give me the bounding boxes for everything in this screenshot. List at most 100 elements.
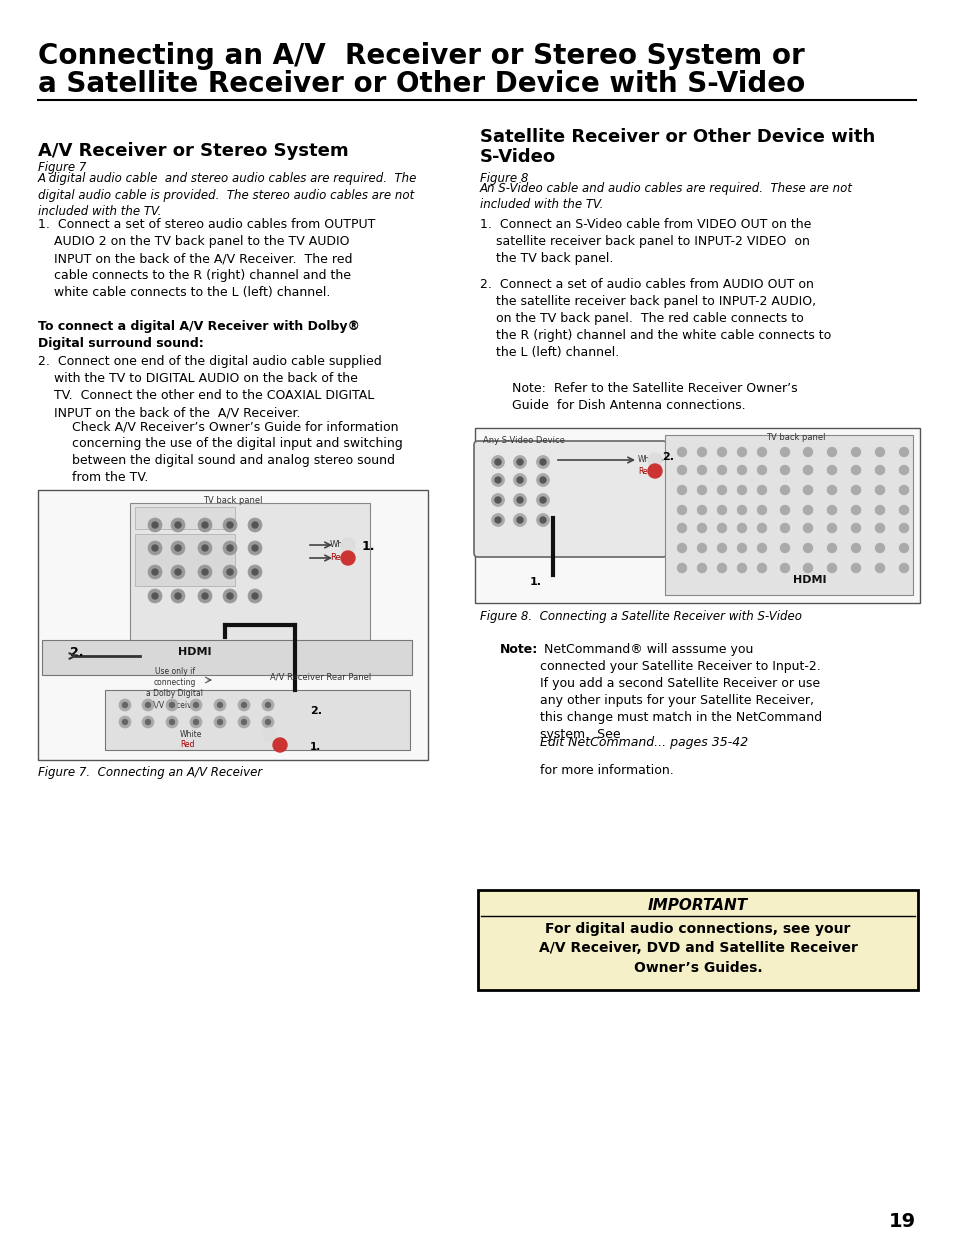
Circle shape xyxy=(874,505,884,515)
Circle shape xyxy=(850,485,861,495)
Circle shape xyxy=(780,505,789,515)
Circle shape xyxy=(202,569,208,576)
Circle shape xyxy=(826,563,836,573)
Circle shape xyxy=(697,485,706,495)
Circle shape xyxy=(213,716,226,727)
Circle shape xyxy=(677,485,686,495)
Text: 1.: 1. xyxy=(310,742,321,752)
Circle shape xyxy=(717,485,726,495)
Text: Note:  Refer to the Satellite Receiver Owner’s
   Guide  for Dish Antenna connec: Note: Refer to the Satellite Receiver Ow… xyxy=(499,382,797,412)
Circle shape xyxy=(237,716,250,727)
Text: A/V Receiver or Stereo System: A/V Receiver or Stereo System xyxy=(38,142,348,161)
Circle shape xyxy=(198,517,212,532)
Circle shape xyxy=(850,505,861,515)
Circle shape xyxy=(737,563,746,573)
Circle shape xyxy=(198,564,212,579)
Circle shape xyxy=(142,699,153,711)
Circle shape xyxy=(495,477,500,483)
Circle shape xyxy=(717,543,726,553)
Circle shape xyxy=(874,563,884,573)
Text: Use only if
connecting
a Dolby Digital
A/V Receiver: Use only if connecting a Dolby Digital A… xyxy=(147,667,203,709)
Circle shape xyxy=(171,517,185,532)
Circle shape xyxy=(780,522,789,534)
Text: 1.  Connect a set of stereo audio cables from OUTPUT
    AUDIO 2 on the TV back : 1. Connect a set of stereo audio cables … xyxy=(38,219,375,299)
Circle shape xyxy=(874,485,884,495)
Circle shape xyxy=(539,496,545,503)
Circle shape xyxy=(898,505,908,515)
Circle shape xyxy=(491,473,504,487)
Circle shape xyxy=(265,720,271,725)
Circle shape xyxy=(717,447,726,457)
Circle shape xyxy=(677,522,686,534)
Circle shape xyxy=(898,563,908,573)
Circle shape xyxy=(737,466,746,475)
Circle shape xyxy=(174,593,181,599)
Bar xyxy=(475,429,919,603)
Circle shape xyxy=(874,466,884,475)
Text: White: White xyxy=(638,454,659,464)
Circle shape xyxy=(152,569,158,576)
Text: Red: Red xyxy=(638,467,652,475)
Circle shape xyxy=(166,699,178,711)
Text: Figure 8: Figure 8 xyxy=(479,172,528,185)
Text: An S-Video cable and audio cables are required.  These are not
included with the: An S-Video cable and audio cables are re… xyxy=(479,182,852,211)
Text: A/V Receiver Rear Panel: A/V Receiver Rear Panel xyxy=(270,672,371,680)
Circle shape xyxy=(152,593,158,599)
Text: HDMI: HDMI xyxy=(792,576,826,585)
Text: Figure 8.  Connecting a Satellite Receiver with S-Video: Figure 8. Connecting a Satellite Receive… xyxy=(479,610,801,622)
Circle shape xyxy=(148,541,162,555)
Circle shape xyxy=(826,466,836,475)
Circle shape xyxy=(171,564,185,579)
FancyBboxPatch shape xyxy=(474,441,666,557)
Circle shape xyxy=(737,485,746,495)
Circle shape xyxy=(757,543,766,553)
Circle shape xyxy=(171,589,185,603)
Bar xyxy=(42,640,412,676)
Circle shape xyxy=(898,522,908,534)
Circle shape xyxy=(536,473,549,487)
Circle shape xyxy=(898,447,908,457)
Circle shape xyxy=(898,485,908,495)
Circle shape xyxy=(217,703,222,708)
Text: Edit NetCommand... pages 35-42: Edit NetCommand... pages 35-42 xyxy=(539,736,747,748)
Circle shape xyxy=(193,720,198,725)
Circle shape xyxy=(697,466,706,475)
Text: 1.: 1. xyxy=(361,540,375,553)
Circle shape xyxy=(122,720,128,725)
Circle shape xyxy=(737,543,746,553)
Circle shape xyxy=(677,505,686,515)
Circle shape xyxy=(237,699,250,711)
Circle shape xyxy=(495,459,500,466)
Text: Red: Red xyxy=(180,740,194,748)
Circle shape xyxy=(198,541,212,555)
Circle shape xyxy=(202,545,208,551)
Circle shape xyxy=(217,720,222,725)
Circle shape xyxy=(252,522,257,529)
Circle shape xyxy=(826,543,836,553)
Circle shape xyxy=(119,699,131,711)
Circle shape xyxy=(737,522,746,534)
Circle shape xyxy=(677,543,686,553)
Text: Figure 7: Figure 7 xyxy=(38,161,87,174)
Text: To connect a digital A/V Receiver with Dolby®
Digital surround sound:: To connect a digital A/V Receiver with D… xyxy=(38,320,359,350)
Circle shape xyxy=(802,447,812,457)
Circle shape xyxy=(539,459,545,466)
Circle shape xyxy=(227,522,233,529)
Circle shape xyxy=(802,543,812,553)
Circle shape xyxy=(539,517,545,522)
Circle shape xyxy=(152,545,158,551)
Text: Connecting an A/V  Receiver or Stereo System or: Connecting an A/V Receiver or Stereo Sys… xyxy=(38,42,804,70)
Text: Note:: Note: xyxy=(499,643,537,656)
Circle shape xyxy=(737,505,746,515)
Circle shape xyxy=(248,517,262,532)
Circle shape xyxy=(757,466,766,475)
Text: 2.  Connect one end of the digital audio cable supplied
    with the TV to DIGIT: 2. Connect one end of the digital audio … xyxy=(38,354,381,419)
Bar xyxy=(130,503,370,658)
Circle shape xyxy=(850,543,861,553)
Circle shape xyxy=(826,447,836,457)
Text: a Satellite Receiver or Other Device with S-Video: a Satellite Receiver or Other Device wit… xyxy=(38,70,804,98)
Circle shape xyxy=(174,522,181,529)
Circle shape xyxy=(252,569,257,576)
Circle shape xyxy=(757,505,766,515)
Bar xyxy=(105,690,410,750)
